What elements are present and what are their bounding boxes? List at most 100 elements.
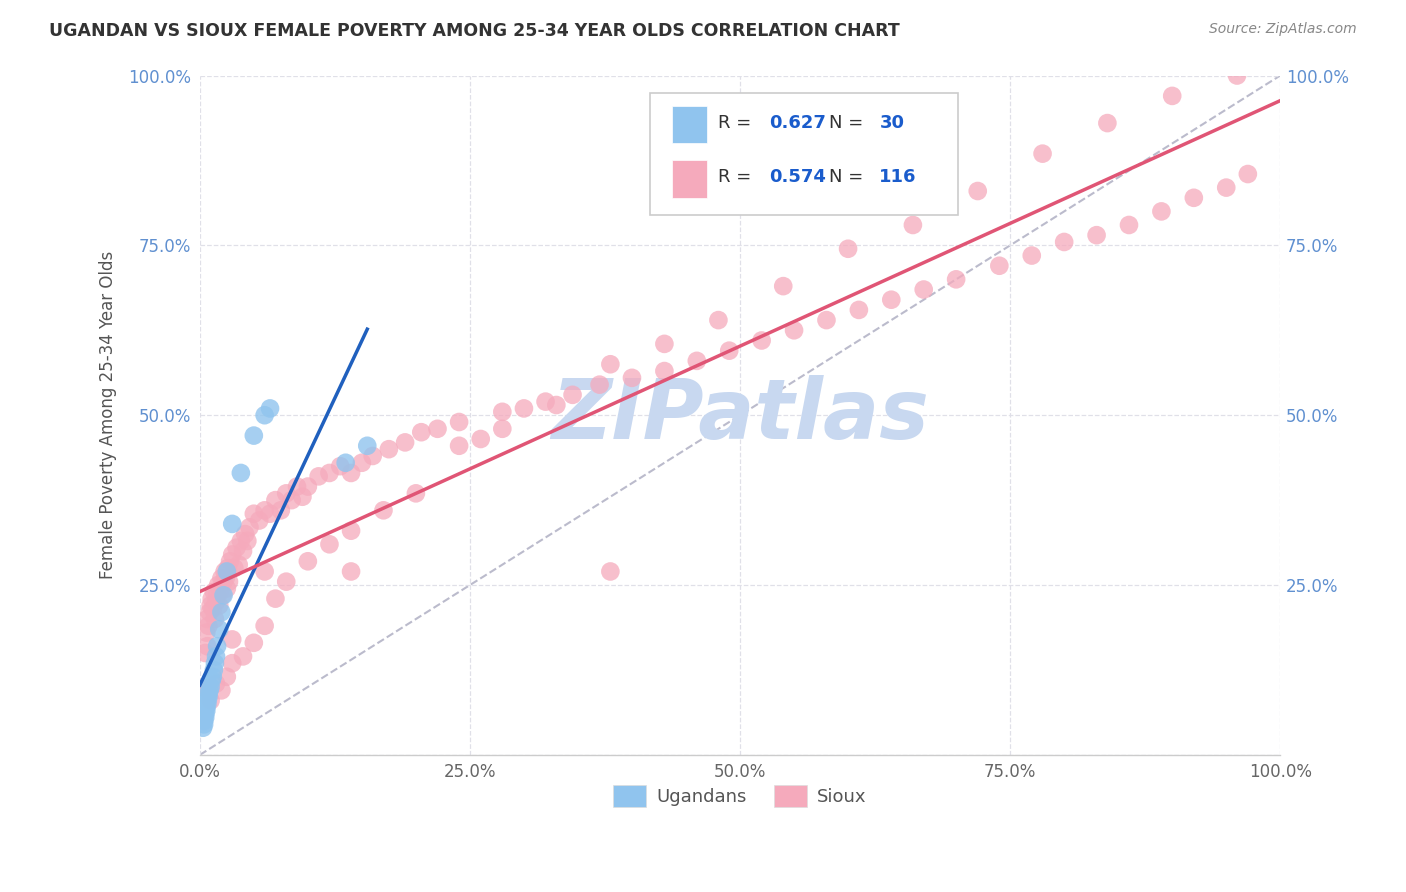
Point bbox=[449, 439, 471, 453]
Point bbox=[1053, 235, 1076, 249]
Point bbox=[212, 588, 235, 602]
Point bbox=[318, 537, 340, 551]
Point bbox=[200, 693, 222, 707]
FancyBboxPatch shape bbox=[672, 161, 707, 198]
Point bbox=[205, 595, 228, 609]
Text: N =: N = bbox=[828, 169, 869, 186]
Point bbox=[280, 493, 302, 508]
Text: 30: 30 bbox=[879, 114, 904, 132]
Point bbox=[350, 456, 373, 470]
Point bbox=[194, 646, 217, 660]
Point bbox=[411, 425, 433, 440]
Point bbox=[513, 401, 536, 416]
Point bbox=[534, 394, 557, 409]
Point bbox=[228, 558, 250, 572]
Point bbox=[276, 574, 298, 589]
Point bbox=[318, 466, 340, 480]
Point bbox=[215, 571, 238, 585]
Point bbox=[205, 639, 228, 653]
Point bbox=[236, 533, 259, 548]
Text: 116: 116 bbox=[879, 169, 917, 186]
Point bbox=[198, 683, 221, 698]
Point bbox=[491, 405, 513, 419]
Point bbox=[253, 503, 276, 517]
Point bbox=[232, 649, 254, 664]
Point bbox=[264, 493, 287, 508]
Text: Source: ZipAtlas.com: Source: ZipAtlas.com bbox=[1209, 22, 1357, 37]
Point bbox=[214, 565, 236, 579]
Point bbox=[546, 398, 568, 412]
Point bbox=[1215, 180, 1237, 194]
Point bbox=[215, 565, 238, 579]
Point bbox=[208, 599, 231, 613]
Point bbox=[599, 357, 621, 371]
Point bbox=[335, 456, 357, 470]
Point bbox=[259, 401, 281, 416]
Y-axis label: Female Poverty Among 25-34 Year Olds: Female Poverty Among 25-34 Year Olds bbox=[100, 251, 117, 579]
Point bbox=[291, 490, 314, 504]
Point bbox=[201, 673, 224, 688]
Point bbox=[201, 670, 224, 684]
Point bbox=[297, 554, 319, 568]
Point bbox=[215, 582, 238, 596]
Point bbox=[426, 422, 449, 436]
Point bbox=[620, 371, 643, 385]
Point bbox=[212, 574, 235, 589]
Point bbox=[209, 571, 232, 585]
Point bbox=[232, 544, 254, 558]
Point bbox=[200, 599, 222, 613]
FancyBboxPatch shape bbox=[672, 106, 707, 144]
Point bbox=[378, 442, 401, 457]
Point bbox=[197, 687, 219, 701]
Point bbox=[221, 656, 243, 670]
Point bbox=[218, 574, 240, 589]
Point bbox=[205, 588, 228, 602]
Point bbox=[308, 469, 330, 483]
Point bbox=[253, 408, 276, 422]
Point bbox=[253, 565, 276, 579]
Text: ZIPatlas: ZIPatlas bbox=[551, 375, 929, 456]
Point bbox=[588, 377, 610, 392]
Point bbox=[329, 459, 352, 474]
Point bbox=[654, 337, 676, 351]
Point bbox=[470, 432, 492, 446]
Point bbox=[205, 649, 228, 664]
Point bbox=[945, 272, 967, 286]
Point bbox=[209, 683, 232, 698]
Point bbox=[201, 602, 224, 616]
Point bbox=[340, 524, 363, 538]
Point bbox=[195, 612, 218, 626]
Point bbox=[880, 293, 903, 307]
Point bbox=[202, 663, 225, 677]
Point bbox=[561, 388, 583, 402]
Point bbox=[233, 527, 256, 541]
Point bbox=[901, 218, 924, 232]
Point bbox=[1150, 204, 1173, 219]
Point bbox=[340, 565, 363, 579]
Point bbox=[195, 704, 218, 718]
Point bbox=[1161, 89, 1184, 103]
Point bbox=[221, 548, 243, 562]
Point bbox=[198, 605, 221, 619]
Point bbox=[194, 710, 217, 724]
Point bbox=[204, 656, 226, 670]
Point bbox=[966, 184, 988, 198]
Point bbox=[193, 717, 215, 731]
Point bbox=[247, 514, 270, 528]
Point bbox=[285, 479, 308, 493]
Point bbox=[195, 625, 218, 640]
Point bbox=[1182, 191, 1205, 205]
Point bbox=[394, 435, 416, 450]
Point bbox=[209, 605, 232, 619]
Point bbox=[243, 428, 266, 442]
Point bbox=[837, 242, 859, 256]
Point bbox=[270, 503, 292, 517]
Point bbox=[405, 486, 427, 500]
Point bbox=[195, 693, 218, 707]
Point bbox=[276, 486, 298, 500]
Point bbox=[224, 561, 246, 575]
Point bbox=[200, 680, 222, 694]
Point bbox=[373, 503, 395, 517]
Point bbox=[243, 636, 266, 650]
Point bbox=[264, 591, 287, 606]
